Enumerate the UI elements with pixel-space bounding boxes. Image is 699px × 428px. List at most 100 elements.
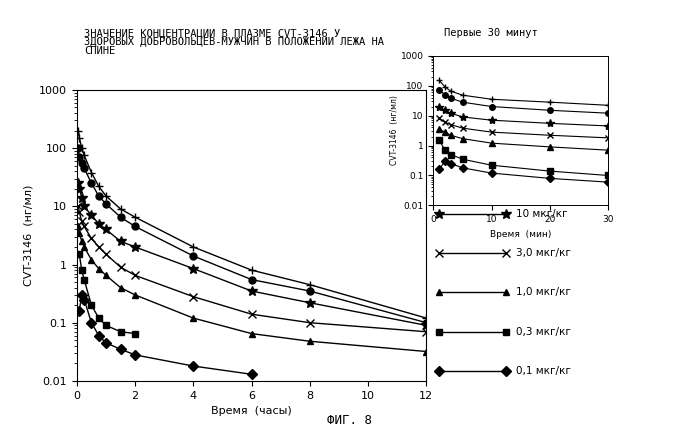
10 мкг/кг: [305, 300, 314, 305]
20 мкг/кг: [87, 181, 96, 186]
Text: 10 мкг/кг: 10 мкг/кг: [516, 208, 568, 219]
30 мкг/кг: [80, 153, 88, 158]
0,3 мкг/кг: [102, 323, 110, 328]
Text: 0,1 мкг/кг: 0,1 мкг/кг: [516, 366, 571, 376]
Text: 20 мкг/кг: 20 мкг/кг: [516, 169, 568, 179]
1,0 мкг/кг: [74, 224, 82, 229]
1,0 мкг/кг: [422, 349, 431, 354]
1,0 мкг/кг: [94, 266, 103, 271]
1,0 мкг/кг: [87, 257, 96, 262]
30 мкг/кг: [116, 206, 124, 211]
1,0 мкг/кг: [80, 244, 88, 250]
10 мкг/кг: [131, 244, 139, 250]
20 мкг/кг: [305, 288, 314, 294]
Text: ФИГ. 8: ФИГ. 8: [327, 414, 372, 427]
20 мкг/кг: [131, 224, 139, 229]
1,0 мкг/кг: [305, 339, 314, 344]
X-axis label: Время  (мин): Время (мин): [490, 230, 552, 239]
3,0 мкг/кг: [422, 329, 431, 334]
20 мкг/кг: [116, 214, 124, 220]
0,1 мкг/кг: [75, 308, 83, 313]
0,1 мкг/кг: [102, 340, 110, 345]
10 мкг/кг: [189, 266, 198, 271]
20 мкг/кг: [74, 146, 82, 151]
0,1 мкг/кг: [247, 372, 256, 377]
1,0 мкг/кг: [75, 230, 83, 235]
0,3 мкг/кг: [75, 252, 83, 257]
1,0 мкг/кг: [247, 331, 256, 336]
10 мкг/кг: [422, 323, 431, 328]
20 мкг/кг: [102, 201, 110, 206]
0,3 мкг/кг: [78, 268, 86, 273]
Y-axis label: CVT-3146  (нг/мл): CVT-3146 (нг/мл): [390, 95, 399, 166]
3,0 мкг/кг: [75, 209, 83, 214]
10 мкг/кг: [78, 195, 86, 200]
30 мкг/кг: [247, 268, 256, 273]
3,0 мкг/кг: [102, 252, 110, 257]
10 мкг/кг: [102, 227, 110, 232]
20 мкг/кг: [94, 193, 103, 199]
3,0 мкг/кг: [80, 224, 88, 229]
20 мкг/кг: [189, 253, 198, 259]
10 мкг/кг: [116, 239, 124, 244]
0,1 мкг/кг: [189, 363, 198, 369]
0,3 мкг/кг: [116, 329, 124, 334]
10 мкг/кг: [74, 181, 82, 186]
1,0 мкг/кг: [102, 273, 110, 278]
20 мкг/кг: [75, 155, 83, 160]
10 мкг/кг: [80, 204, 88, 209]
Line: 20 мкг/кг: 20 мкг/кг: [75, 145, 430, 326]
30 мкг/кг: [74, 128, 82, 133]
3,0 мкг/кг: [87, 236, 96, 241]
0,3 мкг/кг: [87, 303, 96, 308]
0,1 мкг/кг: [78, 292, 86, 297]
Line: 0,3 мкг/кг: 0,3 мкг/кг: [75, 251, 138, 337]
30 мкг/кг: [189, 244, 198, 250]
3,0 мкг/кг: [116, 265, 124, 270]
Line: 1,0 мкг/кг: 1,0 мкг/кг: [75, 223, 430, 355]
20 мкг/кг: [247, 277, 256, 282]
30 мкг/кг: [131, 214, 139, 220]
0,3 мкг/кг: [80, 277, 88, 282]
Line: 30 мкг/кг: 30 мкг/кг: [74, 126, 431, 322]
30 мкг/кг: [422, 315, 431, 321]
20 мкг/кг: [78, 160, 86, 166]
Line: 10 мкг/кг: 10 мкг/кг: [73, 178, 431, 330]
0,3 мкг/кг: [131, 331, 139, 336]
30 мкг/кг: [94, 184, 103, 189]
Text: ЗДОРОВЫХ ДОБРОВОЛЬЦЕВ-МУЖЧИН В ПОЛОЖЕНИИ ЛЕЖА НА: ЗДОРОВЫХ ДОБРОВОЛЬЦЕВ-МУЖЧИН В ПОЛОЖЕНИИ…: [84, 37, 384, 47]
0,1 мкг/кг: [94, 333, 103, 338]
20 мкг/кг: [80, 166, 88, 171]
Text: 1,0 мкг/кг: 1,0 мкг/кг: [516, 288, 571, 297]
3,0 мкг/кг: [131, 273, 139, 278]
Line: 3,0 мкг/кг: 3,0 мкг/кг: [74, 202, 431, 336]
30 мкг/кг: [102, 193, 110, 199]
Line: 0,1 мкг/кг: 0,1 мкг/кг: [75, 291, 255, 378]
0,3 мкг/кг: [94, 315, 103, 321]
Text: СПИНЕ: СПИНЕ: [84, 45, 115, 56]
30 мкг/кг: [87, 170, 96, 175]
1,0 мкг/кг: [131, 292, 139, 297]
3,0 мкг/кг: [94, 244, 103, 250]
X-axis label: Время  (часы): Время (часы): [211, 406, 292, 416]
0,1 мкг/кг: [116, 347, 124, 352]
Y-axis label: CVT-3146  (нг/мл): CVT-3146 (нг/мл): [24, 185, 34, 286]
Text: Первые 30 минут: Первые 30 минут: [444, 28, 538, 39]
3,0 мкг/кг: [189, 294, 198, 299]
10 мкг/кг: [247, 288, 256, 294]
0,1 мкг/кг: [87, 320, 96, 325]
10 мкг/кг: [75, 186, 83, 191]
Text: 3,0 мкг/кг: 3,0 мкг/кг: [516, 248, 571, 258]
1,0 мкг/кг: [189, 315, 198, 321]
30 мкг/кг: [305, 282, 314, 287]
30 мкг/кг: [78, 146, 86, 151]
30 мкг/кг: [75, 135, 83, 140]
3,0 мкг/кг: [247, 312, 256, 317]
1,0 мкг/кг: [78, 239, 86, 244]
Text: 0,3 мкг/кг: 0,3 мкг/кг: [516, 327, 571, 337]
10 мкг/кг: [87, 213, 96, 218]
0,1 мкг/кг: [131, 352, 139, 357]
20 мкг/кг: [422, 320, 431, 325]
Text: 30 мкг/кг: 30 мкг/кг: [516, 130, 568, 140]
3,0 мкг/кг: [74, 204, 82, 209]
